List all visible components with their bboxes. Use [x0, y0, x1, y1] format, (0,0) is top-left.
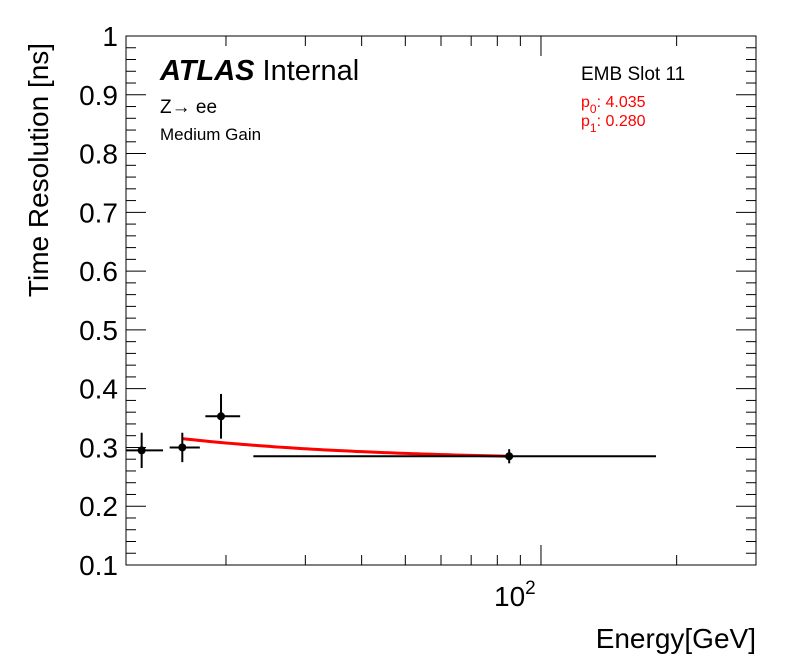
x-tick-label-exponent: 2 [525, 578, 536, 599]
y-tick-label: 0.6 [79, 256, 118, 287]
x-tick-label-base: 10 [494, 581, 525, 612]
p0-sub: 0 [590, 102, 597, 116]
data-point [205, 393, 241, 439]
x-axis-label: Energy[GeV] [596, 623, 756, 654]
p1-name: p [581, 113, 590, 130]
p1-sub: 1 [590, 121, 597, 135]
atlas-text: ATLAS [159, 55, 255, 87]
data-point [253, 449, 657, 464]
gain-label: Medium Gain [160, 125, 261, 144]
y-tick-label: 0.7 [79, 197, 118, 228]
x-axis [225, 36, 757, 565]
x-tick-label-100: 102 [494, 578, 536, 612]
y-axis: 0.1 0.2 0.3 0.4 0.5 0.6 0.7 0.8 0.9 1 [79, 21, 756, 581]
data-marker [137, 446, 146, 455]
fit-param-p0: p0: 4.035 [581, 94, 646, 116]
fit-curve [182, 437, 510, 458]
process-label: Z→ ee [160, 97, 217, 118]
y-tick-label: 0.8 [79, 139, 118, 170]
internal-text: Internal [263, 55, 360, 87]
plot-frame [125, 35, 757, 566]
fit-curve-group [182, 437, 510, 458]
y-tick-label: 0.2 [79, 491, 118, 522]
y-tick-label: 0.3 [79, 432, 118, 463]
p0-name: p [581, 94, 590, 111]
process-ee: ee [191, 97, 217, 118]
data-points-group [126, 393, 657, 469]
fit-param-p1: p1: 0.280 [581, 113, 646, 135]
data-marker [217, 412, 226, 421]
y-tick-label: 0.5 [79, 315, 118, 346]
data-marker [505, 452, 514, 461]
atlas-label: ATLAS Internal [159, 55, 359, 87]
slot-label: EMB Slot 11 [581, 64, 685, 85]
y-tick-label: 0.1 [79, 550, 118, 581]
y-tick-label: 0.4 [79, 374, 118, 405]
data-marker [178, 443, 187, 452]
process-z: Z [160, 97, 172, 118]
process-arrow: → [172, 97, 191, 118]
data-point [126, 432, 164, 469]
y-tick-label: 1 [102, 21, 118, 52]
y-tick-label: 0.9 [79, 80, 118, 111]
data-point [169, 432, 200, 463]
p0-value: : 4.035 [597, 94, 646, 111]
y-axis-label: Time Resolution [ns] [23, 43, 54, 297]
p1-value: : 0.280 [597, 113, 646, 130]
